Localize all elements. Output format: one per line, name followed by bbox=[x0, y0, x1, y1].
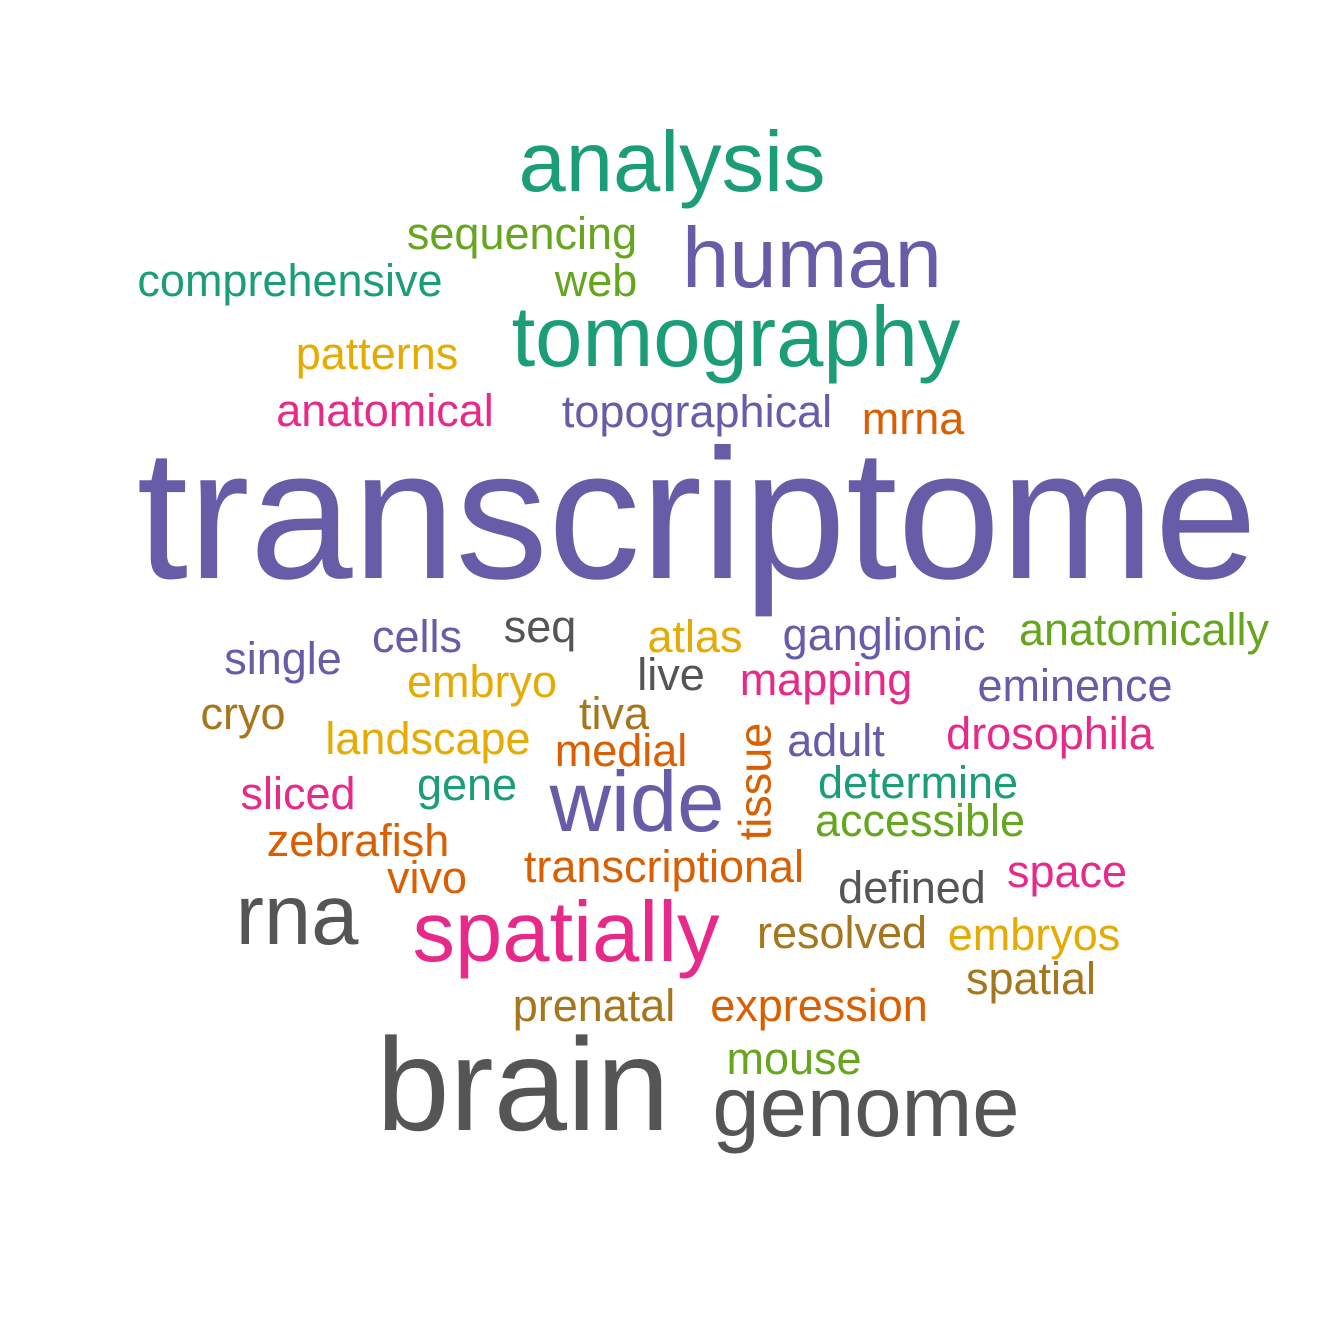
word-zebrafish: zebrafish bbox=[266, 814, 450, 866]
word-web: web bbox=[554, 254, 638, 306]
word-single: single bbox=[224, 632, 342, 684]
word-mapping: mapping bbox=[739, 653, 913, 705]
word-sequencing: sequencing bbox=[406, 207, 638, 259]
word-transcriptional: transcriptional bbox=[523, 840, 805, 892]
word-seq: seq bbox=[503, 600, 577, 652]
word-eminence: eminence bbox=[977, 659, 1173, 711]
word-mouse: mouse bbox=[726, 1032, 862, 1084]
word-anatomically: anatomically bbox=[1018, 603, 1270, 655]
word-cryo: cryo bbox=[200, 687, 286, 739]
word-expression: expression bbox=[710, 979, 928, 1031]
word-anatomical: anatomical bbox=[276, 384, 494, 436]
word-adult: adult bbox=[787, 714, 885, 766]
word-landscape: landscape bbox=[325, 712, 531, 764]
word-drosophila: drosophila bbox=[946, 707, 1154, 759]
word-comprehensive: comprehensive bbox=[137, 254, 443, 306]
word-rna: rna bbox=[235, 867, 359, 963]
word-space: space bbox=[1006, 845, 1128, 897]
word-cells: cells bbox=[371, 610, 463, 662]
word-medial: medial bbox=[554, 724, 688, 776]
word-brain: brain bbox=[376, 1011, 670, 1158]
word-spatial: spatial bbox=[965, 952, 1097, 1004]
word-accessible: accessible bbox=[814, 794, 1026, 846]
word-determine: determine bbox=[817, 756, 1019, 808]
word-atlas: atlas bbox=[647, 610, 743, 662]
word-gene: gene bbox=[416, 758, 518, 810]
word-ganglionic: ganglionic bbox=[782, 608, 986, 660]
word-analysis: analysis bbox=[518, 114, 826, 210]
word-transcriptome: transcriptome bbox=[136, 411, 1258, 618]
word-genome: genome bbox=[712, 1059, 1020, 1155]
word-tissue: tissue bbox=[729, 722, 781, 840]
word-topographical: topographical bbox=[561, 385, 833, 437]
word-vivo: vivo bbox=[386, 851, 468, 903]
word-spatially: spatially bbox=[412, 884, 720, 980]
word-tiva: tiva bbox=[578, 687, 650, 739]
word-human: human bbox=[682, 210, 942, 306]
word-prenatal: prenatal bbox=[512, 979, 676, 1031]
word-wide: wide bbox=[549, 754, 725, 850]
word-patterns: patterns bbox=[295, 327, 459, 379]
word-mrna: mrna bbox=[861, 392, 965, 444]
word-embryos: embryos bbox=[947, 908, 1121, 960]
word-embryo: embryo bbox=[406, 655, 558, 707]
word-tomography: tomography bbox=[511, 289, 961, 385]
word-sliced: sliced bbox=[240, 767, 356, 819]
word-defined: defined bbox=[838, 861, 986, 913]
word-resolved: resolved bbox=[756, 906, 928, 958]
word-live: live bbox=[637, 648, 705, 700]
